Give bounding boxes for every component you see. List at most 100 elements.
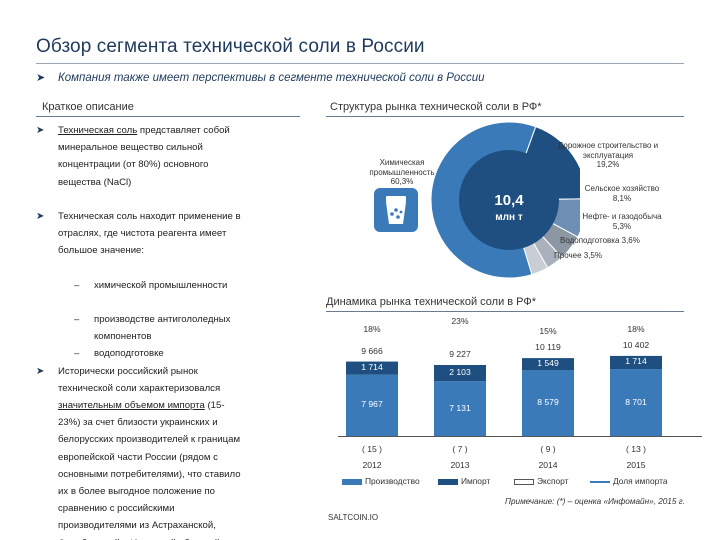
description-line: европейской части России (рядом с (36, 449, 298, 466)
donut-label-road-l2: эксплуатация (582, 150, 634, 160)
description-line (36, 191, 298, 208)
export-value-2014: ( 9 ) (540, 444, 556, 454)
description-line (36, 260, 298, 277)
legend-export-label: Экспорт (537, 476, 569, 486)
description-segment: Исторически российский рынок (58, 365, 198, 377)
donut-label-agriculture-l1: Сельское хозяйство (584, 184, 660, 193)
dash-bullet: – (74, 314, 80, 326)
market-dynamics-chart (338, 355, 702, 437)
subtitle: Компания также имеет перспективы в сегме… (58, 72, 485, 84)
bar-production-2014 (522, 370, 574, 436)
description-text: ➤ Техническая соль представляет собой мине… (36, 122, 298, 540)
description-line: Оренбургской и Иркутской областей (36, 535, 298, 540)
description-segment: белорусских производителей к границам (58, 434, 241, 446)
bar-import-2014 (522, 358, 574, 371)
arrow-bullet-icon: ➤ (36, 72, 46, 84)
bar-import-2012 (346, 361, 398, 375)
description-line: – производстве антигололедных (36, 311, 298, 328)
source-note: Примечание: (*) – оценка «Инфомайн», 201… (505, 497, 685, 506)
description-segment: сравнению с российскими (58, 503, 175, 515)
donut-label-chemistry: Химическая промышленность 60,3% (362, 158, 442, 187)
description-segment: европейской части России (рядом с (58, 451, 218, 463)
arrow-bullet-icon: ➤ (36, 365, 45, 377)
donut-label-chemistry-l1: Химическая (379, 158, 425, 167)
description-segment: минеральное вещество сильной (58, 142, 203, 154)
total-value-2013: 9 227 (449, 348, 471, 359)
description-line: большое значение: (36, 242, 298, 259)
description-segment: отраслях, где чистота реагента имеет (58, 228, 227, 240)
donut-label-road: Дорожное строительство и эксплуатация 19… (538, 141, 678, 170)
bar-import-2013 (434, 364, 486, 382)
donut-label-other: Прочее 3,5% (554, 251, 602, 260)
description-line: минеральное вещество сильной (36, 139, 298, 156)
description-line: сравнению с российскими (36, 500, 298, 517)
import-share-2015: 18% (627, 324, 645, 334)
footer-watermark: SALTCOIN.IO (328, 513, 379, 522)
description-segment: производстве антигололедных (94, 314, 231, 326)
donut-label-chemistry-l3: 60,3% (390, 177, 414, 186)
year-label-2014: 2014 (538, 460, 558, 470)
description-line: значительным объемом импорта (15- (36, 397, 298, 414)
bar-import-2015 (610, 355, 662, 370)
production-value-2015: 8 701 (625, 396, 647, 407)
donut-header-rule (326, 116, 684, 117)
market-structure-donut (430, 121, 580, 279)
production-value-2013: 7 131 (449, 402, 471, 413)
donut-center-disc (459, 150, 559, 250)
import-value-2015: 1 714 (625, 356, 647, 367)
import-value-2013: 2 103 (449, 367, 471, 378)
donut-label-oil-gas-l2: 5,3% (612, 221, 632, 231)
description-line: производителями из Астраханской, (36, 517, 298, 534)
donut-header: Структура рынка технической соли в РФ* (330, 101, 542, 113)
dash-bullet: – (74, 279, 80, 291)
legend-export-swatch (514, 479, 534, 485)
description-segment: Техническая соль (58, 125, 138, 136)
legend-import-share-line (590, 481, 610, 483)
description-segment: водоподготовке (94, 348, 164, 360)
description-segment: представляет собой (137, 125, 230, 136)
description-segment: 23%) за счет близости украинских и (58, 417, 218, 429)
donut-label-road-l3: 19,2% (596, 160, 620, 169)
description-segment: Оренбургской и Иркутской областей (58, 538, 220, 540)
description-segment: вещества (NaCl) (58, 176, 132, 188)
description-line: основными потребителями), что ставило (36, 466, 298, 483)
description-segment: (15- (204, 400, 225, 411)
description-segment: значительным объемом импорта (58, 400, 205, 411)
production-value-2014: 8 579 (537, 397, 559, 407)
description-segment: химической промышленности (94, 279, 228, 291)
description-line: концентрации (от 80%) основного (36, 156, 298, 173)
donut-label-agriculture-l2: 8,1% (612, 193, 632, 203)
donut-center-value: 10,4 (494, 192, 524, 209)
donut-center-unit: млн т (495, 212, 523, 223)
legend-import-label: Импорт (461, 476, 491, 486)
description-line (36, 294, 298, 311)
total-value-2014: 10 119 (535, 342, 561, 353)
left-column-header: Краткое описание (42, 101, 134, 113)
bar-header-rule (326, 311, 684, 312)
description-line: – водоподготовке (36, 345, 298, 362)
subtitle-row: ➤ Компания также имеет перспективы в сег… (36, 71, 684, 89)
description-line: ➤ Техническая соль представляет собой (36, 122, 298, 139)
description-line: – химической промышленности (36, 277, 298, 294)
chart-legend: Производство Импорт Экспорт Доля импорта (342, 476, 702, 490)
description-segment: основными потребителями), что ставило (58, 468, 241, 480)
description-segment: технической соли характеризовался (58, 382, 221, 394)
legend-import-swatch (438, 479, 458, 485)
legend-production-label: Производство (365, 476, 420, 486)
arrow-bullet-icon: ➤ (36, 125, 45, 136)
donut-label-chemistry-l2: промышленность (369, 167, 435, 177)
title-divider (36, 63, 684, 64)
import-share-2013: 23% (451, 316, 469, 326)
total-value-2015: 10 402 (622, 339, 650, 350)
total-value-2012: 9 666 (361, 345, 383, 356)
description-segment: их в более выгодное положение по (58, 485, 215, 497)
description-line: белорусских производителей к границам (36, 431, 298, 448)
year-label-2015: 2015 (626, 460, 646, 470)
dash-bullet: – (74, 348, 80, 360)
salt-shaker-icon (374, 188, 418, 232)
donut-label-oil-gas: Нефте- и газодобыча 5,3% (562, 212, 682, 231)
import-value-2012: 1 714 (361, 362, 383, 373)
donut-label-oil-gas-l1: Нефте- и газодобыча (582, 212, 662, 221)
description-segment: концентрации (от 80%) основного (58, 159, 209, 171)
left-column-rule (36, 116, 300, 117)
